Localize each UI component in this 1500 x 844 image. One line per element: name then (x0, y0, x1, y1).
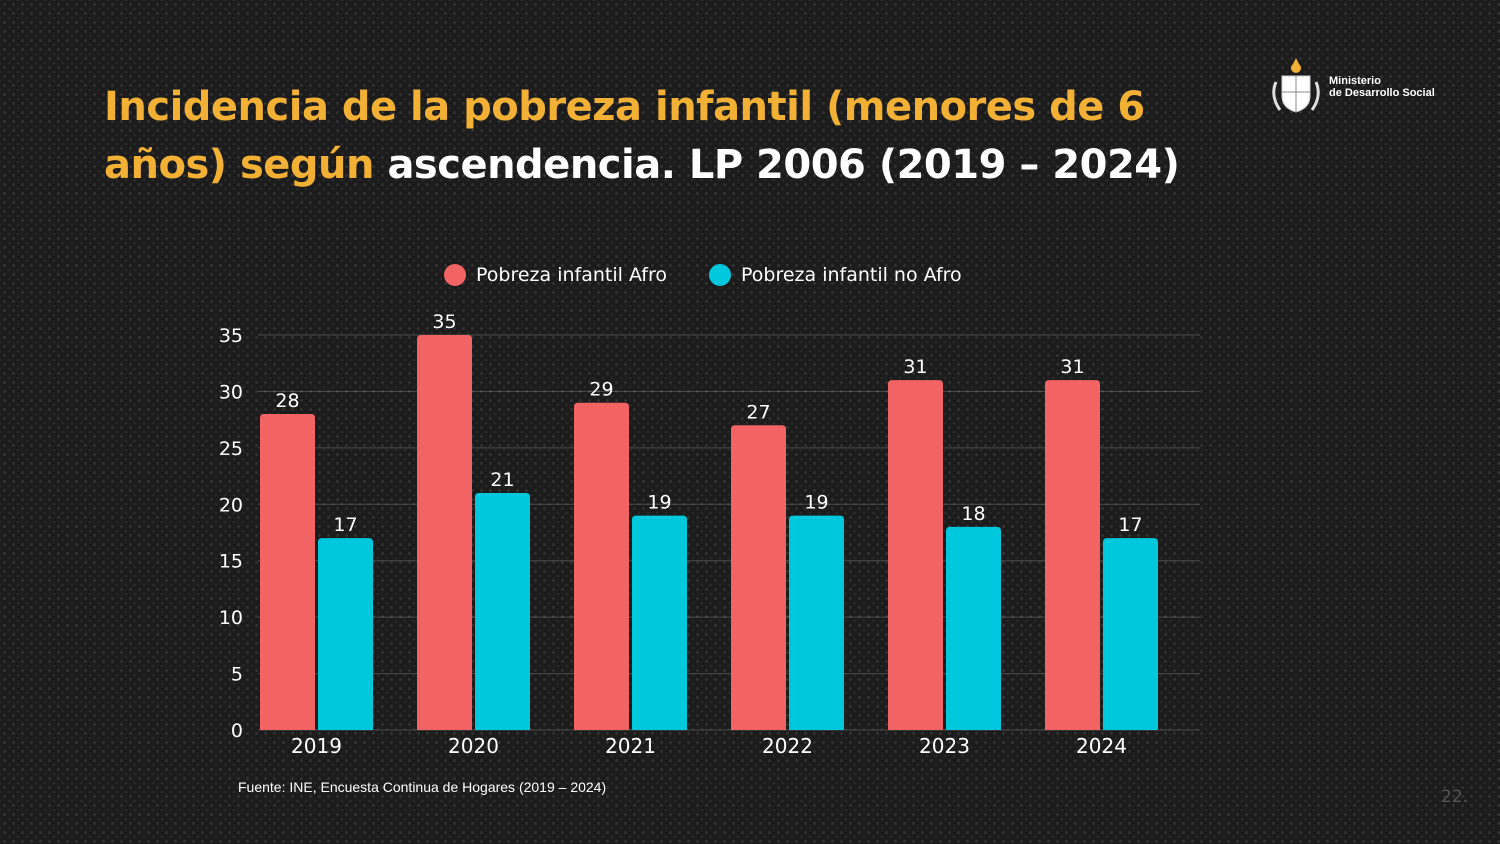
legend-item-no-afro: Pobreza infantil no Afro (708, 264, 962, 286)
data-label: 31 (903, 356, 927, 378)
x-tick-label: 2019 (291, 734, 342, 758)
ministry-line2: de Desarrollo Social (1329, 87, 1435, 99)
bar-afro (1045, 380, 1100, 730)
y-tick-label: 10 (219, 607, 243, 629)
data-label: 35 (432, 311, 456, 333)
data-label: 18 (961, 503, 985, 525)
coat-of-arms-icon (1272, 58, 1320, 113)
y-tick-label: 35 (219, 325, 243, 347)
ministry-name: Ministerio de Desarrollo Social (1329, 75, 1435, 99)
bar-afro (888, 380, 943, 730)
bar-no-afro (632, 515, 687, 730)
bar-afro (574, 402, 629, 730)
title-white: ascendencia. LP 2006 (2019 – 2024) (387, 142, 1180, 188)
x-tick-label: 2022 (762, 734, 813, 758)
legend-label-afro: Pobreza infantil Afro (476, 264, 667, 286)
bar-afro (260, 414, 315, 730)
data-label: 19 (804, 492, 828, 514)
data-label: 28 (275, 390, 299, 412)
x-tick-label: 2020 (448, 734, 499, 758)
chart-legend: Pobreza infantil Afro Pobreza infantil n… (444, 262, 962, 288)
y-tick-label: 15 (219, 551, 243, 573)
data-label: 19 (647, 492, 671, 514)
y-tick-label: 25 (219, 438, 243, 460)
x-tick-label: 2023 (919, 734, 970, 758)
bar-no-afro (789, 515, 844, 730)
source-note: Fuente: INE, Encuesta Continua de Hogare… (238, 779, 607, 795)
bar-afro (731, 425, 786, 730)
legend-swatch-no-afro (708, 264, 731, 286)
data-label: 21 (490, 469, 514, 491)
data-label: 31 (1060, 356, 1084, 378)
bar-no-afro (946, 526, 1001, 730)
bar-no-afro (1103, 538, 1158, 730)
bar-no-afro (318, 538, 373, 730)
y-tick-label: 5 (231, 664, 243, 686)
legend-swatch-afro (444, 264, 466, 286)
ministry-logo (1266, 52, 1466, 122)
data-label: 27 (746, 401, 770, 423)
data-label: 17 (1118, 514, 1142, 536)
y-tick-label: 0 (231, 720, 243, 742)
x-tick-label: 2021 (605, 734, 656, 758)
legend-label-no-afro: Pobreza infantil no Afro (740, 264, 962, 286)
y-tick-label: 20 (219, 494, 243, 516)
bar-afro (417, 335, 472, 730)
data-label: 29 (589, 379, 613, 401)
data-label: 17 (333, 514, 357, 536)
bar-no-afro (475, 493, 530, 730)
page-number: 22. (1441, 787, 1469, 807)
title-highlight: Incidencia de la pobreza infantil (menor… (104, 84, 1145, 188)
y-tick-label: 30 (219, 381, 243, 403)
ministry-line1: Ministerio (1329, 75, 1381, 87)
legend-item-afro: Pobreza infantil Afro (444, 264, 667, 286)
slide-title: Incidencia de la pobreza infantil (menor… (104, 78, 1224, 194)
x-tick-label: 2024 (1076, 734, 1127, 758)
